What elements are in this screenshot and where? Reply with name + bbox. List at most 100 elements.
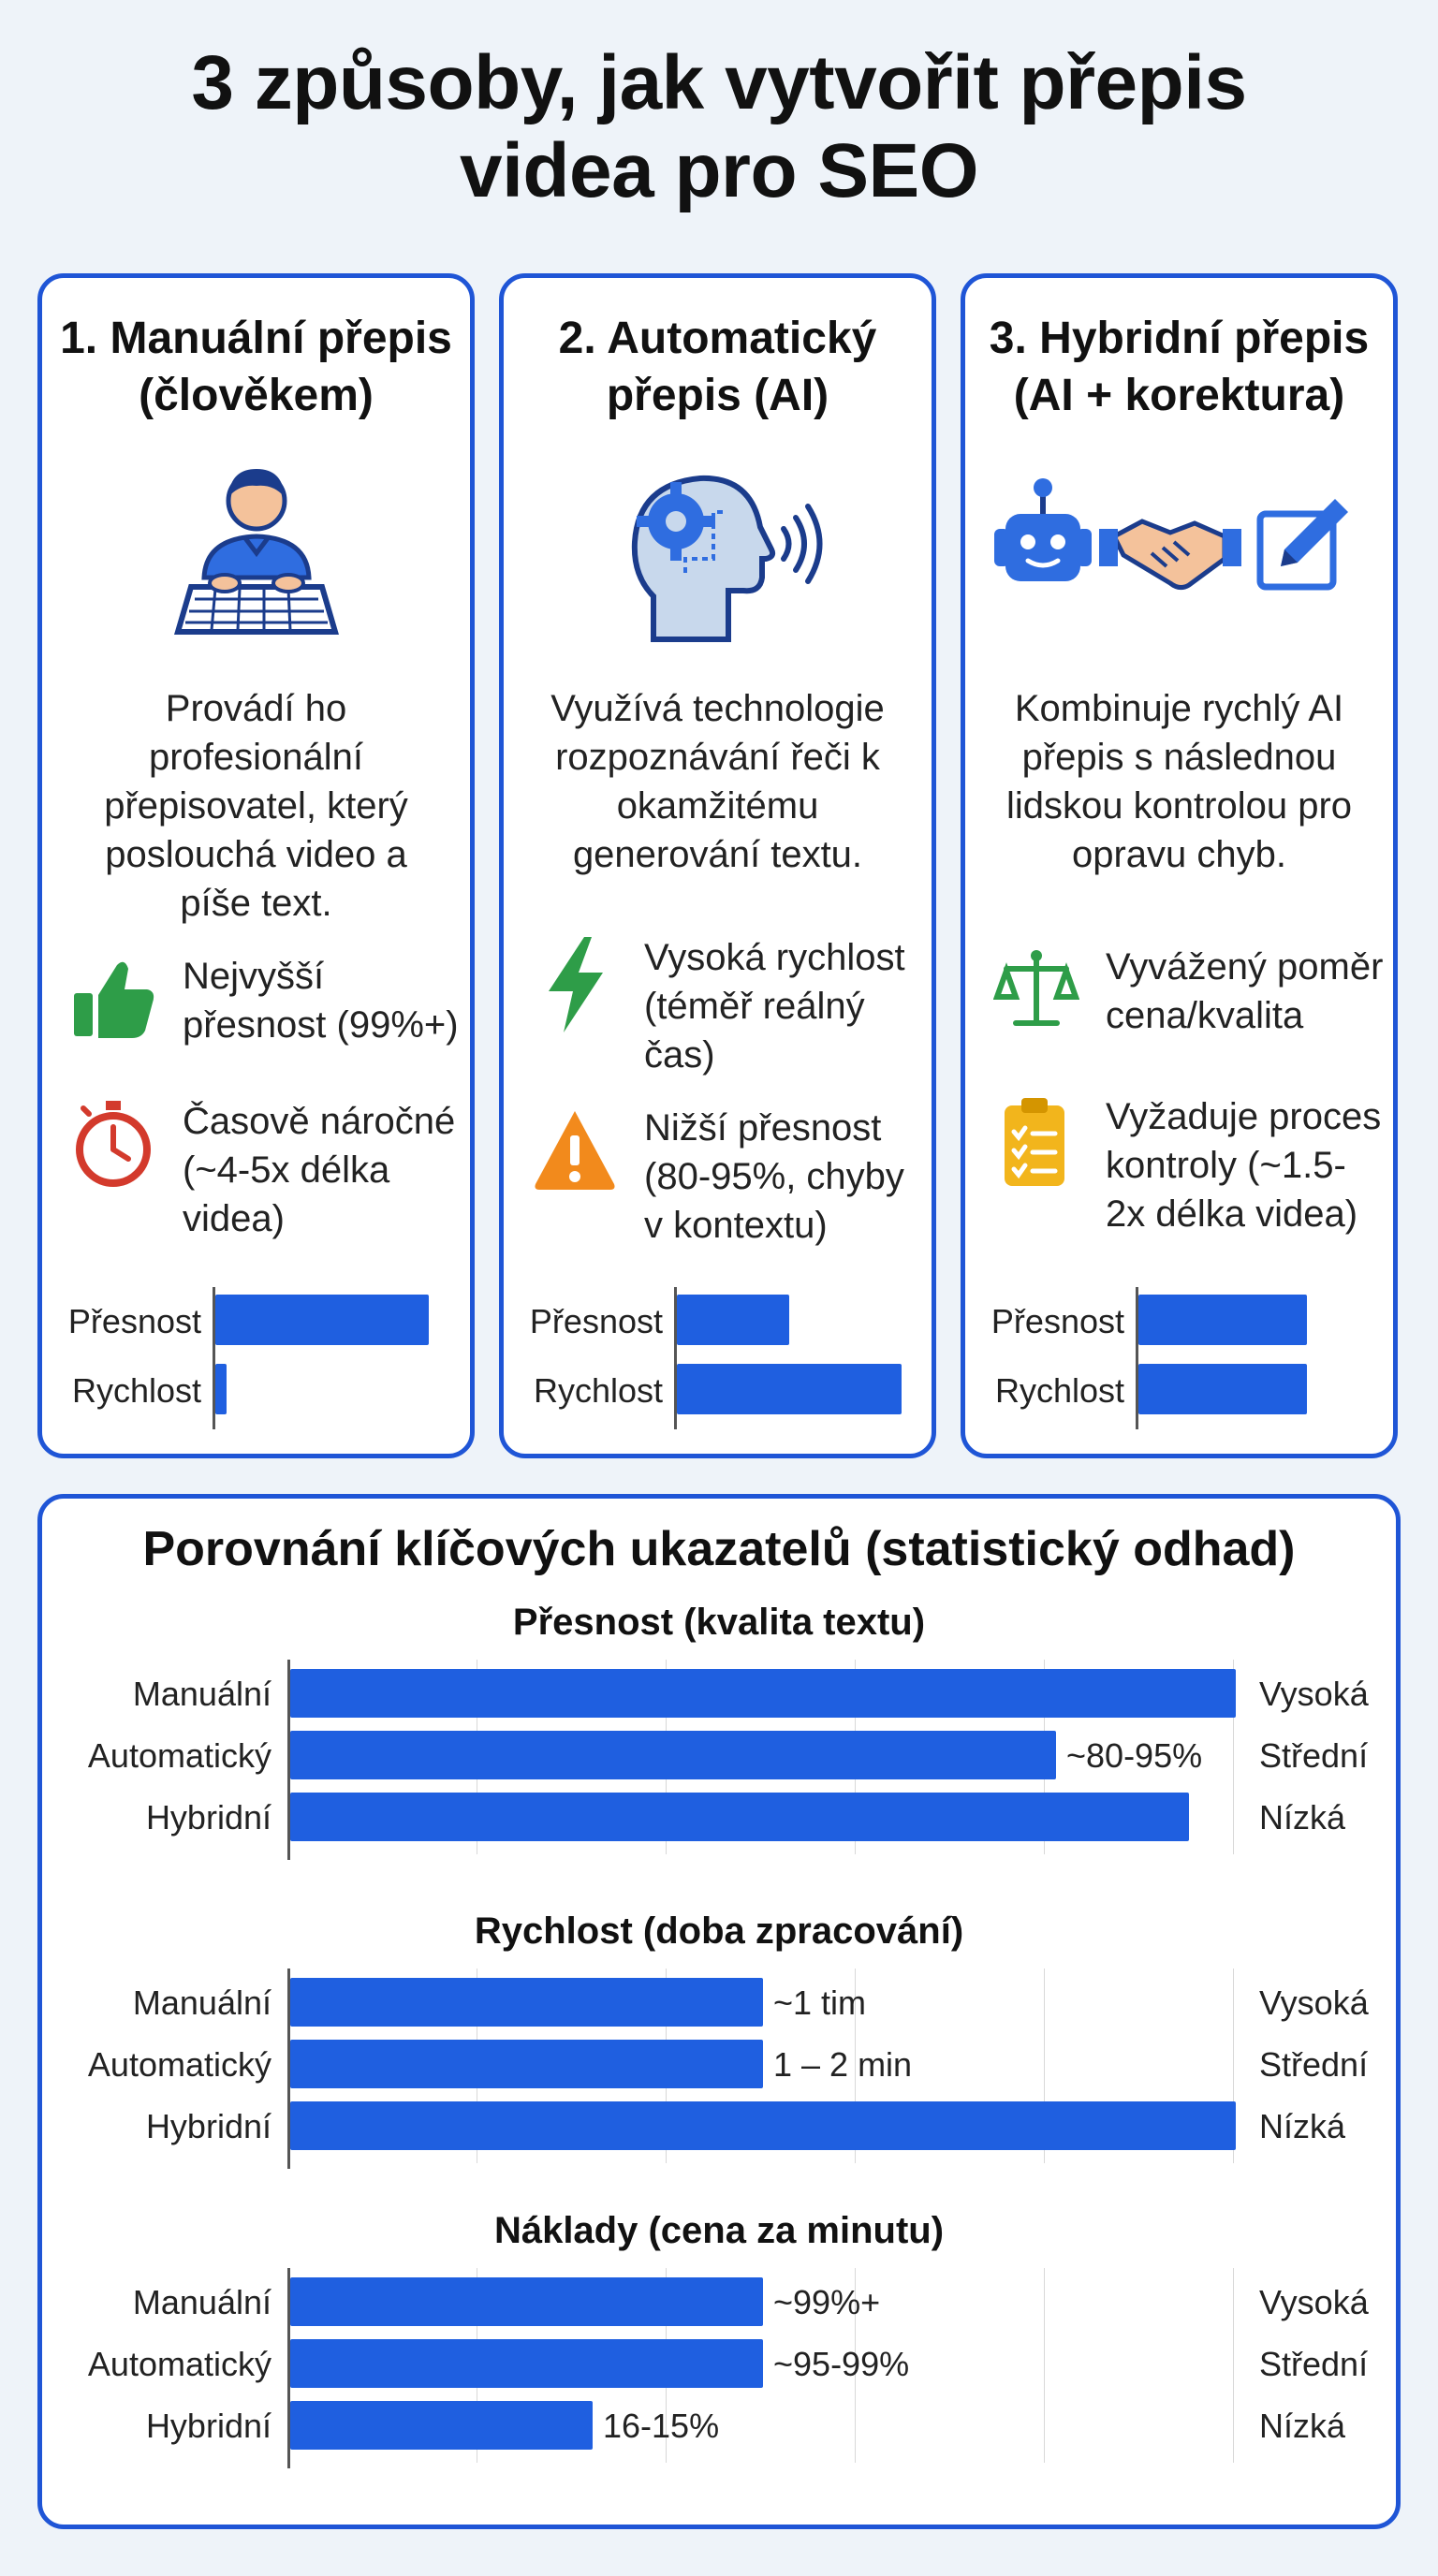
chart-bar [290,1793,1189,1841]
mini-chart-axis [674,1287,677,1429]
data-label: 1 – 2 min [773,2045,913,2084]
mini-chart-label: Rychlost [994,1371,1124,1410]
feature-line: Vyžaduje proces [1106,1096,1382,1137]
feature-line: Časově náročné [183,1101,456,1142]
card-description: Kombinuje rychlý AI přepis s následnou l… [976,684,1382,879]
grid-line [1044,1969,1045,2163]
mini-chart-label: Rychlost [71,1371,201,1410]
feature-text: Nejvyšší přesnost (99%+) [183,952,463,1049]
level-label: Nízká [1259,2407,1346,2445]
chart-bar [290,1669,1236,1718]
comparison-panel: Porovnání klíčových ukazatelů (statistic… [37,1494,1401,2529]
card-title-line-1: 1. Manuální přepis [60,314,452,363]
data-label: ~1 tim [773,1983,867,2022]
category-label: Manuální [132,2283,271,2321]
description-line: generování textu. [572,834,863,875]
feature-line: (~4-5x délka [183,1149,390,1191]
feature-text: Vysoká rychlost (téměř reálný čas) [644,933,925,1079]
section-title: Náklady (cena za minutu) [493,2210,945,2251]
card-title: 2. Automatický přepis (AI) [504,310,932,425]
feature-line: Nejvyšší [183,956,325,997]
feature-line: Nižší přesnost [644,1107,882,1149]
card-title-line-1: 2. Automatický [558,314,877,363]
data-label: ~95-99% [773,2345,910,2383]
edit-icon [1256,499,1348,591]
card-title-line-2: (AI + korektura) [1013,371,1345,421]
feature-line: 2x délka videa) [1106,1193,1358,1235]
grid-line [1233,1969,1234,2163]
robot-icon [993,478,1092,581]
level-label: Střední [1259,2345,1369,2383]
feature-line: Vyvážený poměr [1106,946,1384,988]
data-label: 16-15% [603,2407,720,2445]
card-manual: 1. Manuální přepis (člověkem) Provádí ho… [37,273,475,1458]
clipboard-icon [993,1092,1079,1195]
card-title: 3. Hybridní přepis (AI + korektura) [965,310,1393,425]
category-label: Automatický [87,2045,271,2084]
chart-bar [290,2339,763,2388]
card-automatic: 2. Automatický přepis (AI) Využívá techn… [499,273,936,1458]
title-line-1: 3 způsoby, jak vytvořit přepis [191,40,1247,125]
level-label: Střední [1259,1736,1369,1775]
description-line: okamžitému [616,785,819,827]
feature-line: čas) [644,1034,715,1076]
feature-pro: Vysoká rychlost (téměř reálný čas) [532,933,916,1076]
chart-bar [290,2101,1236,2150]
feature-pro: Nejvyšší přesnost (99%+) [70,952,459,1074]
mini-chart-label: Přesnost [67,1302,201,1340]
feature-text: Vyžaduje proces kontroly (~1.5- 2x délka… [1106,1092,1387,1238]
feature-con: Vyžaduje proces kontroly (~1.5- 2x délka… [993,1092,1381,1235]
chart-bar [290,2277,763,2326]
chart-axis [287,1969,290,2169]
page-title: 3 způsoby, jak vytvořit přepis videa pro… [0,39,1438,216]
mini-chart-bar [1138,1364,1307,1414]
description-line: Využívá technologie [550,688,885,729]
mini-chart-bar [215,1295,429,1345]
mini-chart-label: Přesnost [990,1302,1124,1340]
description-line: lidskou kontrolou pro [1005,785,1353,827]
robot-handshake-edit-icon [965,456,1393,643]
description-line: píše text. [180,883,332,924]
card-description: Provádí ho profesionální přepisovatel, k… [53,684,459,928]
category-label: Hybridní [145,1798,271,1837]
mini-chart-bar [215,1364,227,1414]
lightning-icon [532,933,618,1036]
feature-pro: Vyvážený poměr cena/kvalita [992,943,1383,1064]
person-typing-icon [42,456,470,643]
card-title-line-2: (člověkem) [139,371,374,421]
grid-line [1233,1660,1234,1854]
grid-line [855,2268,856,2463]
chart-bar [290,2401,593,2450]
mini-chart-bar [1138,1295,1307,1345]
grid-line [855,1969,856,2163]
feature-text: Vyvážený poměr cena/kvalita [1106,943,1387,1040]
level-label: Vysoká [1259,1983,1369,2022]
mini-chart-label: Rychlost [533,1371,663,1410]
feature-line: (téměř reálný [644,986,865,1027]
chart-axis [287,1660,290,1860]
feature-line: kontroly (~1.5- [1106,1145,1346,1186]
handshake-icon [1098,519,1241,591]
grid-line [1044,2268,1045,2463]
data-label: ~99%+ [773,2283,881,2321]
feature-con: Nižší přesnost (80-95%, chyby v kontextu… [532,1104,916,1246]
warning-icon [532,1104,618,1207]
level-label: Vysoká [1259,1675,1369,1713]
feature-line: (80-95%, chyby [644,1156,904,1197]
category-label: Manuální [132,1983,271,2022]
grid-line [1233,2268,1234,2463]
feature-con: Časově náročné (~4-5x délka videa) [70,1097,455,1239]
category-label: Hybridní [145,2107,271,2145]
description-line: Provádí ho profesionální [148,688,364,778]
level-label: Vysoká [1259,2283,1369,2321]
comparison-title: Porovnání klíčových ukazatelů (statistic… [142,1522,1296,1576]
feature-line: přesnost (99%+) [183,1004,459,1046]
feature-text: Časově náročné (~4-5x délka videa) [183,1097,463,1243]
description-line: přepisovatel, který [104,785,408,827]
ai-head-icon [504,456,932,643]
description-line: opravu chyb. [1071,834,1287,875]
title-line-2: videa pro SEO [459,128,979,214]
section-title: Rychlost (doba zpracování) [474,1910,964,1952]
description-line: Kombinuje rychlý AI [1014,688,1344,729]
card-title-line-2: přepis (AI) [606,371,829,421]
